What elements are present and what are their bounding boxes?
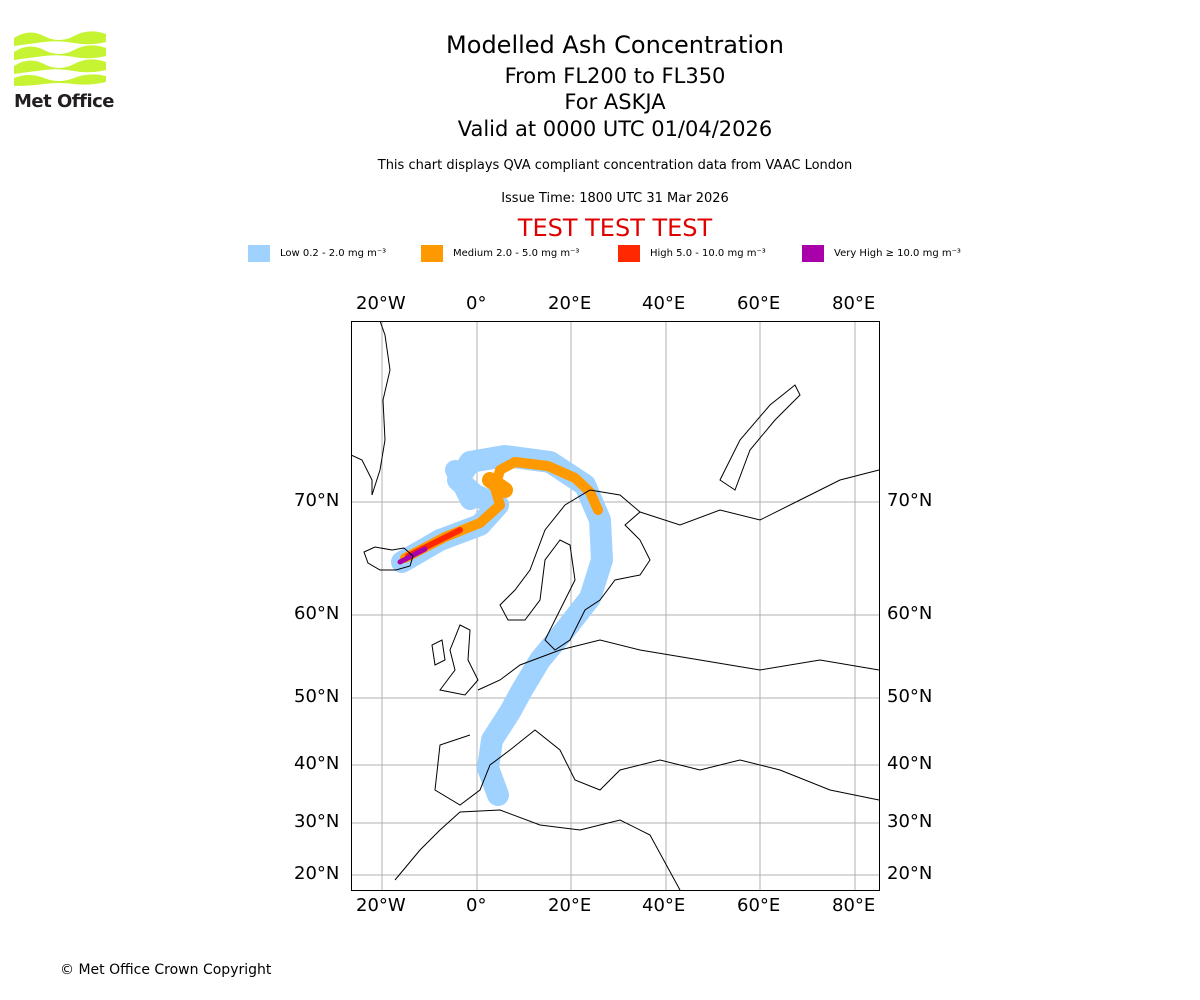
chart-title: Modelled Ash Concentration xyxy=(446,31,784,59)
lon-label-top: 0° xyxy=(466,293,487,314)
lat-label-left: 20°N xyxy=(294,863,340,884)
lon-label-bottom: 20°W xyxy=(356,895,406,916)
legend-swatch-high xyxy=(618,245,640,262)
russia-north xyxy=(639,469,880,526)
legend-label: Very High ≥ 10.0 mg m⁻³ xyxy=(834,248,961,259)
lon-label-top: 40°E xyxy=(642,293,686,314)
lat-label-left: 50°N xyxy=(294,686,340,707)
lon-label-top: 20°E xyxy=(548,293,592,314)
test-banner: TEST TEST TEST xyxy=(517,214,713,242)
lat-label-left: 30°N xyxy=(294,811,340,832)
novaya-zemlya xyxy=(719,384,801,491)
legend-item-very-high: Very High ≥ 10.0 mg m⁻³ xyxy=(802,245,961,262)
lat-label-right: 60°N xyxy=(887,603,933,624)
lon-label-top: 80°E xyxy=(832,293,876,314)
lat-label-right: 70°N xyxy=(887,490,933,511)
issue-time: Issue Time: 1800 UTC 31 Mar 2026 xyxy=(501,191,729,206)
lat-label-right: 20°N xyxy=(887,863,933,884)
ash-medium xyxy=(400,457,603,563)
legend-swatch-very-high xyxy=(802,245,824,262)
volcano-name: For ASKJA xyxy=(564,90,666,114)
met-office-logo-icon xyxy=(14,31,106,86)
legend-label: High 5.0 - 10.0 mg m⁻³ xyxy=(650,248,766,259)
lon-label-top: 60°E xyxy=(737,293,781,314)
gridlines xyxy=(351,321,879,890)
lat-label-left: 40°N xyxy=(294,753,340,774)
europe xyxy=(434,639,880,806)
lon-label-bottom: 40°E xyxy=(642,895,686,916)
lon-label-bottom: 0° xyxy=(466,895,487,916)
africa xyxy=(394,809,681,891)
lat-label-right: 40°N xyxy=(887,753,933,774)
iceland xyxy=(363,546,414,571)
legend-item-medium: Medium 2.0 - 5.0 mg m⁻³ xyxy=(421,245,579,262)
coastlines xyxy=(351,321,880,891)
legend-swatch-low xyxy=(248,245,270,262)
scandinavia xyxy=(499,489,651,651)
britain xyxy=(431,624,479,696)
lon-label-top: 20°W xyxy=(356,293,406,314)
lat-label-left: 70°N xyxy=(294,490,340,511)
description: This chart displays QVA compliant concen… xyxy=(377,158,853,173)
flight-levels: From FL200 to FL350 xyxy=(504,64,726,88)
greenland xyxy=(351,321,391,496)
legend-label: Low 0.2 - 2.0 mg m⁻³ xyxy=(280,248,387,259)
lat-label-right: 50°N xyxy=(887,686,933,707)
lat-label-right: 30°N xyxy=(887,811,933,832)
lat-label-left: 60°N xyxy=(294,603,340,624)
legend-swatch-medium xyxy=(421,245,443,262)
legend-item-low: Low 0.2 - 2.0 mg m⁻³ xyxy=(248,245,386,262)
valid-time: Valid at 0000 UTC 01/04/2026 xyxy=(457,117,773,141)
logo-text: Met Office xyxy=(14,91,115,112)
legend-item-high: High 5.0 - 10.0 mg m⁻³ xyxy=(618,245,766,262)
map-frame xyxy=(351,321,880,891)
legend-label: Medium 2.0 - 5.0 mg m⁻³ xyxy=(453,248,580,259)
ash-map xyxy=(351,321,880,891)
lon-label-bottom: 20°E xyxy=(548,895,592,916)
lon-label-bottom: 60°E xyxy=(737,895,781,916)
copyright: © Met Office Crown Copyright xyxy=(60,962,272,978)
lon-label-bottom: 80°E xyxy=(832,895,876,916)
ash-plume xyxy=(391,445,613,806)
